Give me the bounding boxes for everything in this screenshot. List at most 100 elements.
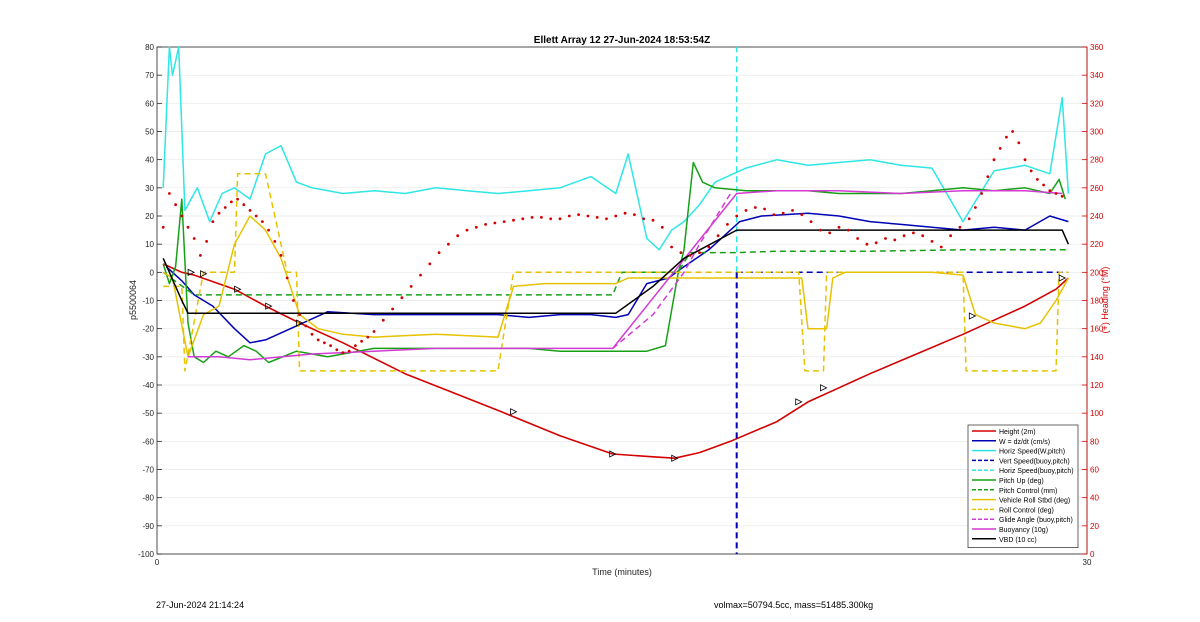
heading-point [558,217,562,221]
heading-point [642,217,646,221]
heading-point [248,209,252,212]
heading-point [958,225,962,229]
heading-point [1005,135,1008,139]
y-tick-label: 50 [145,128,154,137]
heading-point [974,206,977,209]
heading-point [205,240,209,243]
legend-entry: Roll Control (deg) [999,507,1054,514]
height-triangle-marker [671,454,679,462]
y2-tick-label: 120 [1090,381,1104,390]
x-tick-label: 0 [155,558,160,567]
heading-point [329,344,332,347]
series-line-6 [162,249,1069,296]
heading-point [292,299,295,302]
series-line-1 [165,212,1069,344]
y2-tick-label: 360 [1090,43,1104,52]
heading-point [856,237,859,240]
legend-entry: Horiz Speed(W,pitch) [999,449,1065,456]
heading-point [884,237,887,240]
y2-tick-label: 300 [1090,128,1104,137]
y-tick-label: 30 [145,184,154,193]
heading-point [381,318,385,322]
heading-point [865,242,869,246]
legend-entry: W = dz/dt (cm/s) [999,439,1050,446]
heading-point [586,214,590,218]
height-triangle-marker [968,312,977,320]
heading-point [230,200,233,204]
y-tick-label: 0 [150,268,155,277]
heading-point [484,223,487,226]
heading-point [1023,158,1027,162]
heading-point [409,285,413,288]
heading-point [242,203,246,207]
heading-point [217,211,221,215]
heading-point [437,251,441,255]
legend-entry: Pitch Control (mm) [999,488,1057,495]
heading-point [992,158,996,162]
heading-point [998,147,1002,150]
marker-layer [187,268,1067,462]
heading-point [1060,194,1064,198]
heading-point [1017,141,1021,145]
legend-entry: Height (2m) [999,429,1036,436]
y2-tick-label: 40 [1090,494,1099,503]
y-tick-label: -80 [142,494,154,503]
series-line-7 [162,215,1070,358]
heading-point [1036,178,1039,181]
heading-point [285,276,289,280]
heading-point [267,228,270,232]
heading-point [465,228,469,232]
heading-point [567,214,571,218]
heading-point [716,234,720,238]
heading-point [316,338,320,342]
heading-point [400,296,404,300]
heading-point [930,240,934,243]
series-line-2 [162,46,1070,251]
y-tick-label: -10 [142,297,154,306]
heading-point [902,234,906,238]
heading-point [605,217,608,221]
heading-point [372,330,376,333]
y-tick-label: 80 [145,43,154,52]
y-tick-label: 10 [145,240,154,249]
heading-point [192,237,196,240]
y-tick-label: -100 [138,550,155,559]
heading-point [772,213,776,217]
y2-tick-label: 260 [1090,184,1104,193]
heading-point [614,214,618,218]
legend-entry: VBD (10 cc) [999,537,1037,544]
series-layer [161,46,1070,554]
legend-entry: Horiz Speed(buoy,pitch) [999,468,1074,475]
y-tick-label: -90 [142,522,154,531]
heading-point [791,209,794,212]
y2-tick-label: 100 [1090,409,1104,418]
height-triangle-marker [187,268,195,276]
legend-entry: Buoyancy (10g) [999,527,1048,534]
heading-point [595,216,599,219]
footer-mass-info: volmax=50794.5cc, mass=51485.300kg [714,600,874,610]
heading-point [623,211,627,215]
series-line-8 [163,173,1069,372]
heading-point [1042,183,1045,187]
heading-point [168,192,171,195]
heading-point [261,220,264,224]
heading-point [174,203,178,207]
heading-point [298,313,301,316]
y-tick-label: 40 [145,156,154,165]
heading-point [199,254,202,257]
heading-point [1048,189,1052,193]
y2-tick-label: 280 [1090,156,1104,165]
series-line-11 [162,229,1070,314]
y-tick-label: 20 [145,212,154,221]
heading-point [223,206,227,209]
footer-timestamp: 27-Jun-2024 21:14:24 [156,600,245,610]
heading-point [474,225,478,229]
y2-tick-label: 20 [1090,522,1099,531]
heading-point [180,214,184,218]
heading-point [837,225,841,229]
heading-point [1054,192,1058,195]
heading-point [1029,169,1033,173]
heading-point [707,245,711,249]
legend-entry: Pitch Up (deg) [999,478,1044,485]
legend: Height (2m) W = dz/dt (cm/s) Horiz Speed(W… [967,424,1079,548]
